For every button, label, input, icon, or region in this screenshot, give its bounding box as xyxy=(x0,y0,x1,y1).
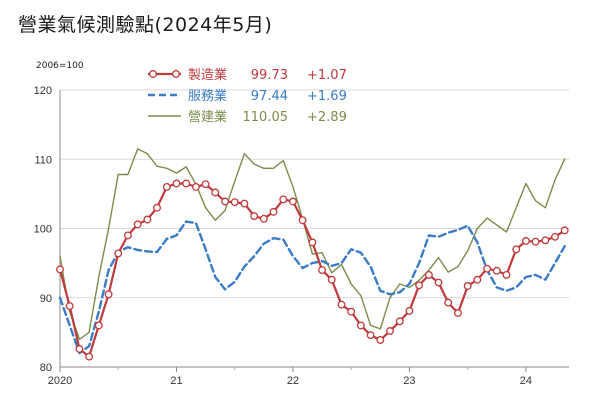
data-point xyxy=(114,249,123,258)
y-tick-label: 80 xyxy=(40,362,52,374)
data-point xyxy=(415,281,424,290)
series-group xyxy=(56,148,569,361)
data-point xyxy=(269,207,278,216)
axes xyxy=(59,90,569,368)
legend-marker-start xyxy=(149,70,157,78)
legend: 製造業 99.73 +1.07 服務業 97.44 +1.69 營建業 110.05 +2.89 xyxy=(148,67,347,125)
data-point xyxy=(454,309,462,317)
data-point xyxy=(191,182,200,191)
data-point xyxy=(356,321,365,330)
y-tick-label: 100 xyxy=(34,224,52,236)
chart-title: 營業氣候測驗點(2024年5月) xyxy=(18,14,273,36)
data-point xyxy=(405,306,414,315)
data-point xyxy=(366,331,375,340)
y-tick-label: 120 xyxy=(34,85,52,97)
data-point xyxy=(541,236,550,245)
legend-name-1: 服務業 xyxy=(188,88,227,104)
data-point xyxy=(75,345,84,353)
data-point xyxy=(386,327,394,335)
data-point xyxy=(201,180,210,189)
data-point xyxy=(289,197,297,206)
data-point xyxy=(521,237,530,245)
data-point xyxy=(347,307,356,316)
legend-change-1: +1.69 xyxy=(307,89,347,104)
x-tick-label: 24 xyxy=(520,375,532,387)
data-point xyxy=(221,197,229,206)
legend-name-2: 營建業 xyxy=(188,109,227,125)
legend-value-2: 110.05 xyxy=(243,110,289,125)
legend-name-0: 製造業 xyxy=(188,67,227,83)
data-point xyxy=(444,298,453,307)
y-tick-label: 110 xyxy=(34,154,52,166)
legend-change-0: +1.07 xyxy=(307,68,347,83)
unit-label: 2006=100 xyxy=(36,61,84,71)
data-point xyxy=(240,199,249,208)
data-point xyxy=(318,266,327,274)
legend-marker-end xyxy=(172,70,180,78)
x-tick-label: 22 xyxy=(287,375,299,387)
data-point xyxy=(483,264,492,273)
data-point xyxy=(560,226,569,235)
data-point xyxy=(56,265,64,274)
data-point xyxy=(298,216,307,225)
data-point xyxy=(395,317,404,326)
series-line-1 xyxy=(58,220,566,355)
data-point xyxy=(463,282,472,290)
data-point xyxy=(104,290,113,299)
data-point xyxy=(424,270,433,279)
data-point xyxy=(551,232,559,241)
data-point xyxy=(492,266,501,275)
data-point xyxy=(230,198,239,207)
y-tick-label: 90 xyxy=(40,293,52,305)
data-point xyxy=(327,275,336,284)
data-point xyxy=(376,336,385,344)
data-point xyxy=(531,237,540,246)
data-point xyxy=(250,212,259,220)
legend-value-1: 97.44 xyxy=(251,89,288,104)
data-point xyxy=(473,275,482,284)
data-point xyxy=(502,270,511,279)
grid-lines xyxy=(60,89,569,299)
data-point xyxy=(512,245,521,254)
series-line-2 xyxy=(59,148,566,340)
x-tick-label: 21 xyxy=(170,375,182,387)
legend-change-2: +2.89 xyxy=(307,110,347,125)
data-point xyxy=(162,182,171,191)
x-tick-label: 23 xyxy=(403,375,415,387)
data-point xyxy=(143,215,152,224)
data-point xyxy=(94,321,103,330)
data-point xyxy=(182,179,191,188)
data-point xyxy=(211,188,220,197)
data-point xyxy=(65,302,74,311)
data-point xyxy=(308,238,317,247)
y-axis-ticks: 80 90 100 110 120 xyxy=(34,85,52,374)
data-point xyxy=(123,231,132,240)
data-point xyxy=(259,214,268,223)
data-point xyxy=(153,203,161,212)
x-tick-label: 2020 xyxy=(48,375,72,387)
data-point xyxy=(172,179,181,188)
data-point xyxy=(85,352,94,361)
data-point xyxy=(279,195,288,204)
data-point xyxy=(133,220,142,229)
x-axis-ticks: 2020 21 22 23 24 xyxy=(48,367,532,387)
legend-value-0: 99.73 xyxy=(251,68,288,83)
data-point xyxy=(337,300,346,309)
data-point xyxy=(434,278,443,287)
